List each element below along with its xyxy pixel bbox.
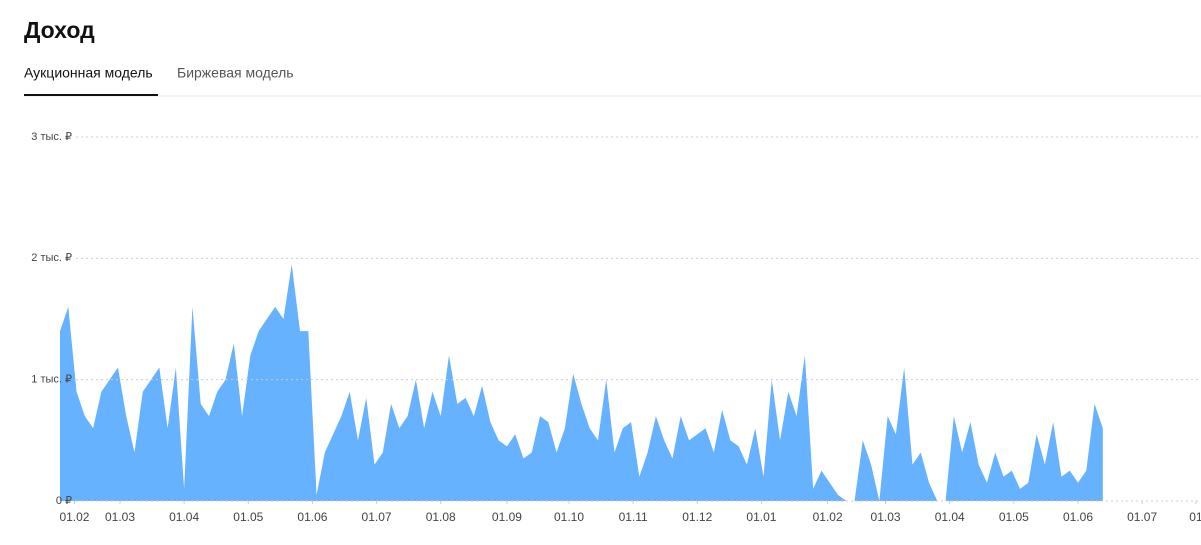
x-tick-label: 01.04: [169, 510, 199, 524]
area: [60, 264, 1103, 501]
x-tick-label: 01.10: [554, 510, 584, 524]
x-tick-label: 01.12: [682, 510, 712, 524]
y-tick-label: 2 тыс. ₽: [31, 252, 72, 264]
x-tick-label: 01.09: [492, 510, 522, 524]
x-tick-label: 01.02: [813, 510, 843, 524]
tab[interactable]: Аукционная модель: [24, 65, 153, 81]
y-tick-label: 0 ₽: [56, 495, 72, 507]
x-tick-label: 01.11: [619, 510, 648, 524]
x-tick-label: 01.06: [1063, 510, 1093, 524]
y-tick-label: 3 тыс. ₽: [31, 131, 72, 143]
x-tick-label: 01: [1189, 510, 1201, 524]
x-tick-label: 01.07: [362, 510, 392, 524]
page-title: Доход: [24, 17, 95, 43]
x-tick-label: 01.06: [297, 510, 327, 524]
active-tab-underline: [24, 94, 158, 96]
x-tick-label: 01.05: [999, 510, 1029, 524]
x-tick-label: 01.04: [935, 510, 965, 524]
x-tick-label: 01.01: [746, 510, 776, 524]
x-tick-label: 01.02: [59, 510, 89, 524]
x-tick-label: 01.03: [105, 510, 135, 524]
x-tick-label: 01.08: [426, 510, 456, 524]
tab[interactable]: Биржевая модель: [177, 65, 294, 81]
x-tick-label: 01.03: [871, 510, 901, 524]
y-tick-label: 1 тыс. ₽: [31, 374, 72, 386]
x-tick-label: 01.05: [233, 510, 263, 524]
x-tick-label: 01.07: [1127, 510, 1157, 524]
